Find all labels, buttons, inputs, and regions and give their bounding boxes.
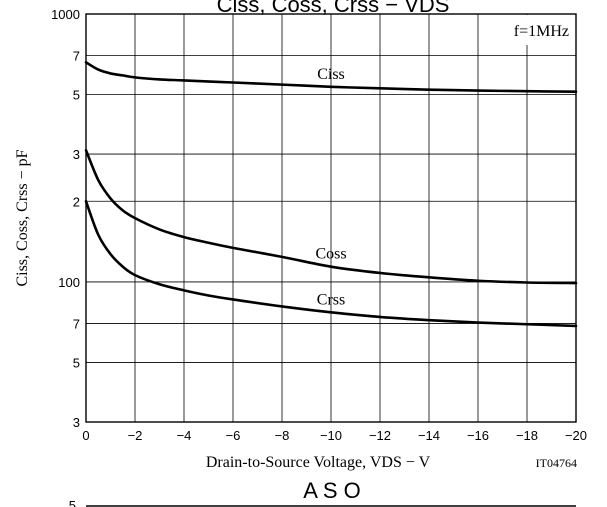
x-tick-label: −16 [467,428,489,443]
x-tick-label: −4 [177,428,192,443]
x-tick-label: −14 [418,428,440,443]
y-tick-labels: 1000 7 5 3 2 100 7 5 3 [51,7,80,430]
x-tick-label: −8 [275,428,290,443]
y-tick-label: 7 [73,49,80,64]
series-line-crss [84,199,578,328]
y-axis-label: Ciss, Coss, Crss − pF [14,149,31,286]
frequency-annotation: f=1MHz [514,23,569,40]
y-tick-label: 2 [73,194,80,209]
y-tick-label: 7 [73,316,80,331]
next-chart-title: A S O [303,478,360,503]
y-tick-label: 5 [73,356,80,371]
x-tick-label: −2 [128,428,143,443]
x-tick-label: −10 [320,428,342,443]
annotation-box [484,15,575,45]
x-tick-label: −12 [369,428,391,443]
x-tick-label: −20 [565,428,587,443]
series-layer: Ciss Coss Crss [84,61,578,328]
plot-frame [85,13,577,423]
series-label-ciss: Ciss [317,66,345,83]
y-tick-label: 100 [58,275,80,290]
x-axis-label: Drain-to-Source Voltage, VDS − V [206,454,431,471]
series-line-coss [84,148,578,285]
y-tick-label: 1000 [51,7,80,22]
chart-title: Ciss, Coss, Crss − VDS [217,0,450,17]
y-tick-label: 3 [73,415,80,430]
x-tick-label: −18 [516,428,538,443]
x-tick-label: −6 [226,428,241,443]
y-tick-label: 5 [73,88,80,103]
x-tick-labels: 0 −2 −4 −6 −8 −10 −12 −14 −16 −18 −20 [82,428,587,443]
next-chart-y-tick: 5 [69,498,76,507]
series-label-coss: Coss [315,246,346,263]
series-label-crss: Crss [317,291,345,308]
figure-id: IT04764 [536,456,577,470]
series-line-ciss [84,61,578,93]
x-tick-label: 0 [82,428,89,443]
y-tick-label: 3 [73,147,80,162]
